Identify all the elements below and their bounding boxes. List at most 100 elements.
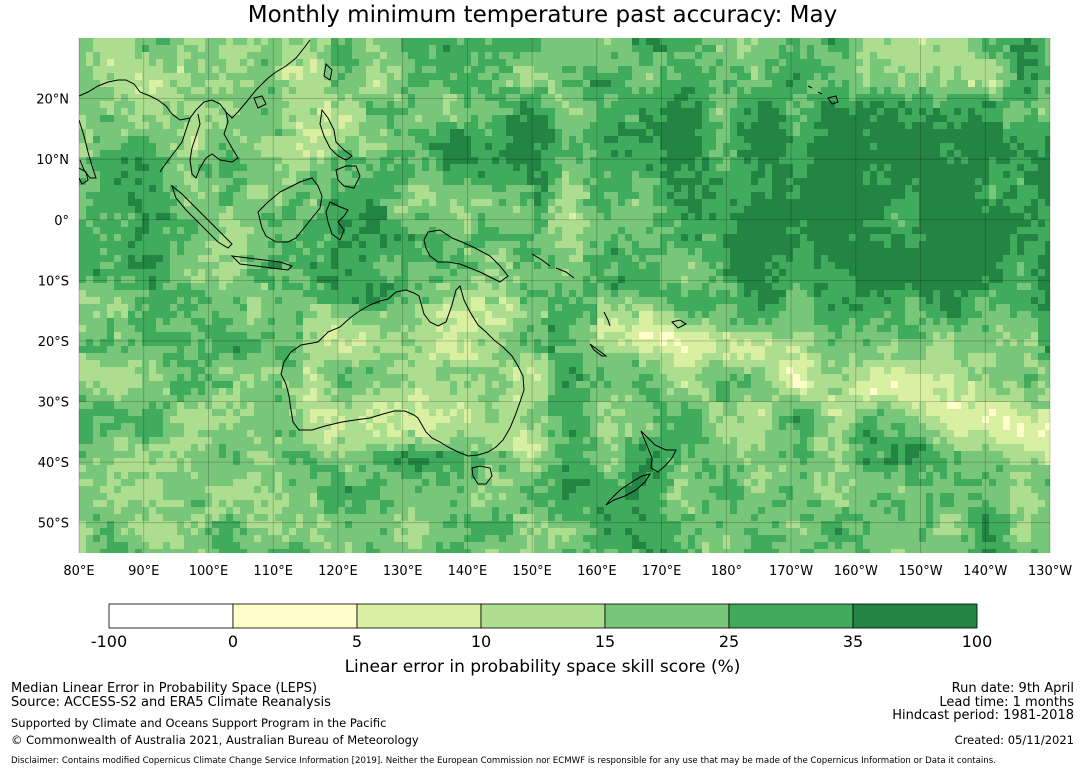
skill-cell (338, 101, 346, 109)
skill-cell (163, 66, 171, 74)
skill-cell (457, 248, 465, 256)
skill-cell (989, 80, 997, 88)
skill-cell (884, 157, 892, 165)
skill-cell (779, 241, 787, 249)
skill-cell (667, 199, 675, 207)
skill-cell (807, 185, 815, 193)
skill-cell (975, 136, 983, 144)
skill-cell (884, 122, 892, 130)
skill-cell (723, 276, 731, 284)
skill-cell (1024, 213, 1032, 221)
skill-cell (296, 206, 304, 214)
skill-cell (527, 220, 535, 228)
skill-cell (842, 199, 850, 207)
skill-cell (653, 59, 661, 67)
skill-cell (576, 185, 584, 193)
skill-cell (877, 269, 885, 277)
skill-cell (751, 59, 759, 67)
skill-cell (359, 94, 367, 102)
skill-cell (1024, 234, 1032, 242)
skill-cell (905, 220, 913, 228)
skill-cell (268, 206, 276, 214)
skill-cell (142, 38, 150, 46)
skill-cell (1031, 108, 1039, 116)
skill-cell (716, 129, 724, 137)
skill-cell (842, 108, 850, 116)
skill-cell (541, 241, 549, 249)
skill-cell (877, 136, 885, 144)
skill-cell (534, 164, 542, 172)
skill-cell (324, 45, 332, 53)
skill-cell (863, 276, 871, 284)
skill-cell (905, 73, 913, 81)
skill-cell (800, 199, 808, 207)
skill-cell (639, 122, 647, 130)
skill-cell (415, 262, 423, 270)
skill-cell (555, 227, 563, 235)
skill-cell (961, 283, 969, 291)
skill-cell (415, 115, 423, 123)
skill-cell (464, 87, 472, 95)
skill-cell (534, 52, 542, 60)
skill-cell (450, 206, 458, 214)
skill-cell (926, 213, 934, 221)
skill-cell (1003, 59, 1011, 67)
skill-cell (989, 178, 997, 186)
skill-cell (93, 234, 101, 242)
skill-cell (590, 199, 598, 207)
skill-cell (982, 206, 990, 214)
skill-cell (366, 178, 374, 186)
skill-cell (954, 227, 962, 235)
skill-cell (86, 108, 94, 116)
skill-cell (842, 192, 850, 200)
skill-cell (408, 80, 416, 88)
skill-cell (849, 213, 857, 221)
skill-cell (317, 94, 325, 102)
skill-cell (240, 157, 248, 165)
skill-cell (646, 269, 654, 277)
skill-cell (240, 38, 248, 46)
skill-cell (380, 157, 388, 165)
skill-cell (359, 241, 367, 249)
skill-cell (541, 45, 549, 53)
skill-cell (590, 171, 598, 179)
skill-cell (982, 276, 990, 284)
skill-cell (807, 59, 815, 67)
skill-cell (688, 283, 696, 291)
skill-cell (947, 178, 955, 186)
skill-cell (149, 80, 157, 88)
skill-cell (576, 248, 584, 256)
skill-cell (373, 227, 381, 235)
skill-cell (1045, 192, 1050, 200)
skill-cell (198, 157, 206, 165)
skill-cell (989, 283, 997, 291)
skill-cell (485, 213, 493, 221)
skill-cell (989, 192, 997, 200)
skill-cell (905, 276, 913, 284)
skill-cell (688, 45, 696, 53)
skill-cell (177, 87, 185, 95)
skill-cell (254, 276, 262, 284)
skill-cell (93, 241, 101, 249)
skill-cell (1003, 52, 1011, 60)
skill-cell (471, 283, 479, 291)
skill-cell (387, 192, 395, 200)
skill-cell (604, 248, 612, 256)
skill-cell (1010, 241, 1018, 249)
skill-cell (422, 241, 430, 249)
skill-cell (380, 178, 388, 186)
skill-cell (303, 143, 311, 151)
skill-cell (114, 206, 122, 214)
skill-cell (562, 171, 570, 179)
skill-cell (1031, 269, 1039, 277)
skill-cell (779, 80, 787, 88)
skill-cell (436, 87, 444, 95)
skill-cell (541, 164, 549, 172)
skill-cell (513, 192, 521, 200)
skill-cell (170, 94, 178, 102)
skill-cell (779, 143, 787, 151)
skill-cell (611, 108, 619, 116)
skill-cell (1045, 73, 1050, 81)
skill-cell (471, 164, 479, 172)
skill-cell (688, 234, 696, 242)
